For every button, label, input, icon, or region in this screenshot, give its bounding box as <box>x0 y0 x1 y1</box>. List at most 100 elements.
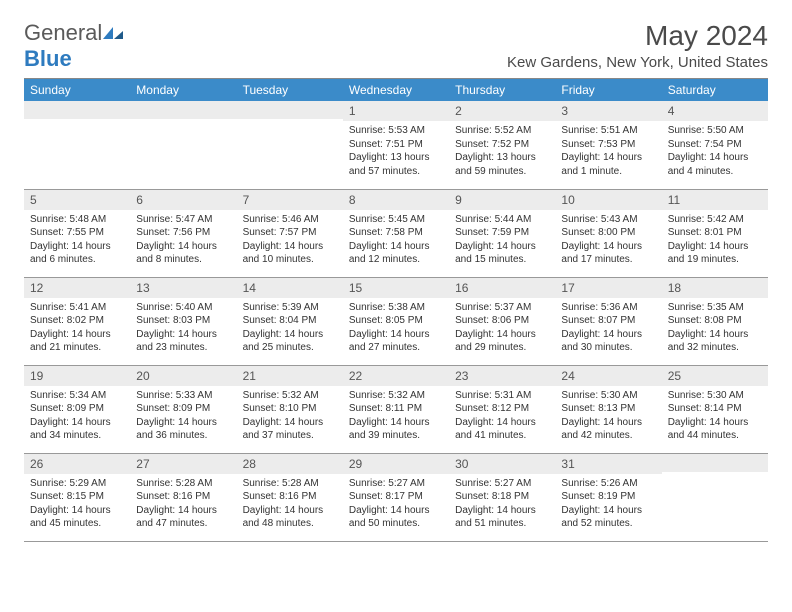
sunrise-text: Sunrise: 5:34 AM <box>30 389 124 403</box>
daylight-text: Daylight: 14 hours and 29 minutes. <box>455 328 549 355</box>
title-block: May 2024 Kew Gardens, New York, United S… <box>507 20 768 71</box>
day-content: Sunrise: 5:29 AMSunset: 8:15 PMDaylight:… <box>24 474 130 535</box>
day-number: 13 <box>130 278 236 298</box>
daylight-text: Daylight: 14 hours and 39 minutes. <box>349 416 443 443</box>
day-number: 22 <box>343 366 449 386</box>
day-content: Sunrise: 5:36 AMSunset: 8:07 PMDaylight:… <box>555 298 661 359</box>
sunset-text: Sunset: 7:53 PM <box>561 138 655 152</box>
sunrise-text: Sunrise: 5:48 AM <box>30 213 124 227</box>
sunset-text: Sunset: 7:55 PM <box>30 226 124 240</box>
daylight-text: Daylight: 14 hours and 41 minutes. <box>455 416 549 443</box>
sunrise-text: Sunrise: 5:32 AM <box>349 389 443 403</box>
sunset-text: Sunset: 8:12 PM <box>455 402 549 416</box>
day-number <box>130 101 236 119</box>
logo-word1: General <box>24 20 102 45</box>
calendar-day-cell: 6Sunrise: 5:47 AMSunset: 7:56 PMDaylight… <box>130 189 236 277</box>
header: GeneralBlue May 2024 Kew Gardens, New Yo… <box>24 20 768 72</box>
sunset-text: Sunset: 8:08 PM <box>668 314 762 328</box>
daylight-text: Daylight: 13 hours and 57 minutes. <box>349 151 443 178</box>
calendar-day-cell: 1Sunrise: 5:53 AMSunset: 7:51 PMDaylight… <box>343 101 449 189</box>
day-content: Sunrise: 5:48 AMSunset: 7:55 PMDaylight:… <box>24 210 130 271</box>
calendar-day-cell: 15Sunrise: 5:38 AMSunset: 8:05 PMDayligh… <box>343 277 449 365</box>
sunrise-text: Sunrise: 5:35 AM <box>668 301 762 315</box>
sunset-text: Sunset: 7:57 PM <box>243 226 337 240</box>
sunset-text: Sunset: 7:58 PM <box>349 226 443 240</box>
sunrise-text: Sunrise: 5:38 AM <box>349 301 443 315</box>
calendar-day-cell: 18Sunrise: 5:35 AMSunset: 8:08 PMDayligh… <box>662 277 768 365</box>
sunrise-text: Sunrise: 5:26 AM <box>561 477 655 491</box>
sunset-text: Sunset: 8:09 PM <box>30 402 124 416</box>
daylight-text: Daylight: 14 hours and 21 minutes. <box>30 328 124 355</box>
day-content: Sunrise: 5:53 AMSunset: 7:51 PMDaylight:… <box>343 121 449 182</box>
calendar-day-cell: 16Sunrise: 5:37 AMSunset: 8:06 PMDayligh… <box>449 277 555 365</box>
daylight-text: Daylight: 14 hours and 15 minutes. <box>455 240 549 267</box>
day-content: Sunrise: 5:51 AMSunset: 7:53 PMDaylight:… <box>555 121 661 182</box>
day-number: 27 <box>130 454 236 474</box>
day-number: 21 <box>237 366 343 386</box>
calendar-table: Sunday Monday Tuesday Wednesday Thursday… <box>24 79 768 542</box>
day-content: Sunrise: 5:32 AMSunset: 8:10 PMDaylight:… <box>237 386 343 447</box>
daylight-text: Daylight: 14 hours and 34 minutes. <box>30 416 124 443</box>
day-content <box>130 119 236 126</box>
sunrise-text: Sunrise: 5:39 AM <box>243 301 337 315</box>
day-content: Sunrise: 5:32 AMSunset: 8:11 PMDaylight:… <box>343 386 449 447</box>
calendar-day-cell: 12Sunrise: 5:41 AMSunset: 8:02 PMDayligh… <box>24 277 130 365</box>
day-content: Sunrise: 5:30 AMSunset: 8:14 PMDaylight:… <box>662 386 768 447</box>
daylight-text: Daylight: 14 hours and 17 minutes. <box>561 240 655 267</box>
sunset-text: Sunset: 8:18 PM <box>455 490 549 504</box>
sunset-text: Sunset: 8:04 PM <box>243 314 337 328</box>
day-content: Sunrise: 5:34 AMSunset: 8:09 PMDaylight:… <box>24 386 130 447</box>
daylight-text: Daylight: 13 hours and 59 minutes. <box>455 151 549 178</box>
daylight-text: Daylight: 14 hours and 48 minutes. <box>243 504 337 531</box>
daylight-text: Daylight: 14 hours and 36 minutes. <box>136 416 230 443</box>
day-number: 15 <box>343 278 449 298</box>
calendar-day-cell <box>662 453 768 541</box>
sunset-text: Sunset: 8:10 PM <box>243 402 337 416</box>
calendar-week-row: 19Sunrise: 5:34 AMSunset: 8:09 PMDayligh… <box>24 365 768 453</box>
sunrise-text: Sunrise: 5:27 AM <box>349 477 443 491</box>
daylight-text: Daylight: 14 hours and 6 minutes. <box>30 240 124 267</box>
daylight-text: Daylight: 14 hours and 1 minute. <box>561 151 655 178</box>
day-number: 9 <box>449 190 555 210</box>
calendar-day-cell <box>24 101 130 189</box>
sunrise-text: Sunrise: 5:33 AM <box>136 389 230 403</box>
sunset-text: Sunset: 7:59 PM <box>455 226 549 240</box>
day-number: 30 <box>449 454 555 474</box>
day-number: 25 <box>662 366 768 386</box>
sunset-text: Sunset: 8:11 PM <box>349 402 443 416</box>
day-number: 28 <box>237 454 343 474</box>
day-content: Sunrise: 5:45 AMSunset: 7:58 PMDaylight:… <box>343 210 449 271</box>
sunrise-text: Sunrise: 5:43 AM <box>561 213 655 227</box>
sunset-text: Sunset: 8:14 PM <box>668 402 762 416</box>
sunset-text: Sunset: 8:15 PM <box>30 490 124 504</box>
daylight-text: Daylight: 14 hours and 47 minutes. <box>136 504 230 531</box>
calendar-day-cell: 10Sunrise: 5:43 AMSunset: 8:00 PMDayligh… <box>555 189 661 277</box>
day-number: 3 <box>555 101 661 121</box>
calendar-day-cell: 27Sunrise: 5:28 AMSunset: 8:16 PMDayligh… <box>130 453 236 541</box>
sunrise-text: Sunrise: 5:42 AM <box>668 213 762 227</box>
calendar-day-cell: 8Sunrise: 5:45 AMSunset: 7:58 PMDaylight… <box>343 189 449 277</box>
calendar-header-row: Sunday Monday Tuesday Wednesday Thursday… <box>24 79 768 101</box>
calendar-day-cell: 30Sunrise: 5:27 AMSunset: 8:18 PMDayligh… <box>449 453 555 541</box>
calendar-day-cell: 26Sunrise: 5:29 AMSunset: 8:15 PMDayligh… <box>24 453 130 541</box>
calendar-day-cell <box>237 101 343 189</box>
day-content: Sunrise: 5:28 AMSunset: 8:16 PMDaylight:… <box>130 474 236 535</box>
day-number: 23 <box>449 366 555 386</box>
sunrise-text: Sunrise: 5:28 AM <box>136 477 230 491</box>
daylight-text: Daylight: 14 hours and 45 minutes. <box>30 504 124 531</box>
day-number: 24 <box>555 366 661 386</box>
sunset-text: Sunset: 8:06 PM <box>455 314 549 328</box>
calendar-day-cell: 24Sunrise: 5:30 AMSunset: 8:13 PMDayligh… <box>555 365 661 453</box>
sunset-text: Sunset: 8:07 PM <box>561 314 655 328</box>
daylight-text: Daylight: 14 hours and 8 minutes. <box>136 240 230 267</box>
sunrise-text: Sunrise: 5:30 AM <box>561 389 655 403</box>
weekday-header: Saturday <box>662 79 768 101</box>
calendar-day-cell: 9Sunrise: 5:44 AMSunset: 7:59 PMDaylight… <box>449 189 555 277</box>
day-number: 6 <box>130 190 236 210</box>
calendar-day-cell: 20Sunrise: 5:33 AMSunset: 8:09 PMDayligh… <box>130 365 236 453</box>
day-content: Sunrise: 5:27 AMSunset: 8:18 PMDaylight:… <box>449 474 555 535</box>
calendar-day-cell: 31Sunrise: 5:26 AMSunset: 8:19 PMDayligh… <box>555 453 661 541</box>
calendar-day-cell: 29Sunrise: 5:27 AMSunset: 8:17 PMDayligh… <box>343 453 449 541</box>
calendar-day-cell: 28Sunrise: 5:28 AMSunset: 8:16 PMDayligh… <box>237 453 343 541</box>
sunrise-text: Sunrise: 5:37 AM <box>455 301 549 315</box>
